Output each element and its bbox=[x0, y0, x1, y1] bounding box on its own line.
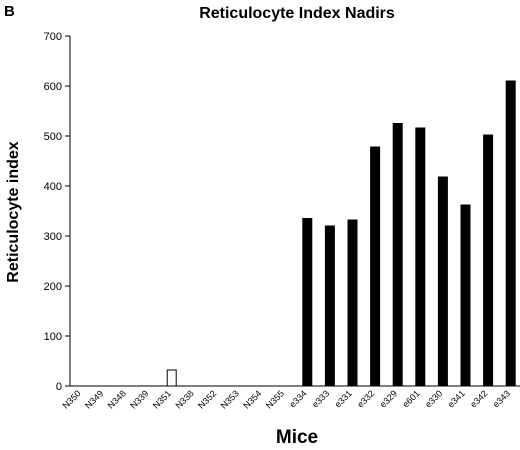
y-tick-label: 400 bbox=[44, 181, 62, 193]
x-tick-label: N352 bbox=[196, 388, 218, 410]
x-tick-label: N351 bbox=[151, 388, 173, 410]
bar bbox=[324, 225, 335, 387]
bar bbox=[505, 80, 516, 387]
x-tick-label: N339 bbox=[128, 388, 150, 410]
x-tick-label: e601 bbox=[400, 388, 421, 409]
x-tick-label: e332 bbox=[355, 388, 376, 409]
x-tick-label: e343 bbox=[491, 388, 512, 409]
y-tick-label: 300 bbox=[44, 231, 62, 243]
panel-label: B bbox=[4, 3, 15, 20]
bar bbox=[483, 134, 494, 387]
bar bbox=[415, 127, 426, 387]
bar bbox=[347, 219, 358, 387]
y-tick-label: 700 bbox=[44, 31, 62, 43]
y-tick-label: 100 bbox=[44, 331, 62, 343]
x-tick-label: e341 bbox=[446, 388, 467, 409]
x-tick-label: e333 bbox=[310, 388, 331, 409]
x-tick-label: N350 bbox=[60, 388, 82, 410]
y-tick-label: 500 bbox=[44, 131, 62, 143]
x-tick-label: e331 bbox=[333, 388, 354, 409]
x-tick-label: e329 bbox=[378, 388, 399, 409]
x-tick-label: N354 bbox=[241, 388, 263, 410]
bar bbox=[370, 146, 381, 387]
x-tick-label: N338 bbox=[173, 388, 195, 410]
x-tick-label: N349 bbox=[83, 388, 105, 410]
y-tick-label: 200 bbox=[44, 281, 62, 293]
x-tick-label: e342 bbox=[468, 388, 489, 409]
x-tick-label: e334 bbox=[287, 388, 308, 409]
bar bbox=[392, 123, 403, 387]
y-tick-label: 0 bbox=[56, 381, 62, 393]
y-axis-label: Reticulocyte index bbox=[5, 141, 22, 282]
bar bbox=[437, 176, 448, 387]
bar bbox=[166, 369, 177, 387]
x-tick-label: e330 bbox=[423, 388, 444, 409]
chart-title: Reticulocyte Index Nadirs bbox=[199, 5, 395, 22]
x-tick-label: N355 bbox=[264, 388, 286, 410]
bar bbox=[302, 218, 313, 387]
y-tick-label: 600 bbox=[44, 81, 62, 93]
bar bbox=[460, 204, 471, 387]
x-axis-label: Mice bbox=[276, 427, 318, 448]
x-tick-label: N348 bbox=[106, 388, 128, 410]
x-tick-label: N353 bbox=[219, 388, 241, 410]
